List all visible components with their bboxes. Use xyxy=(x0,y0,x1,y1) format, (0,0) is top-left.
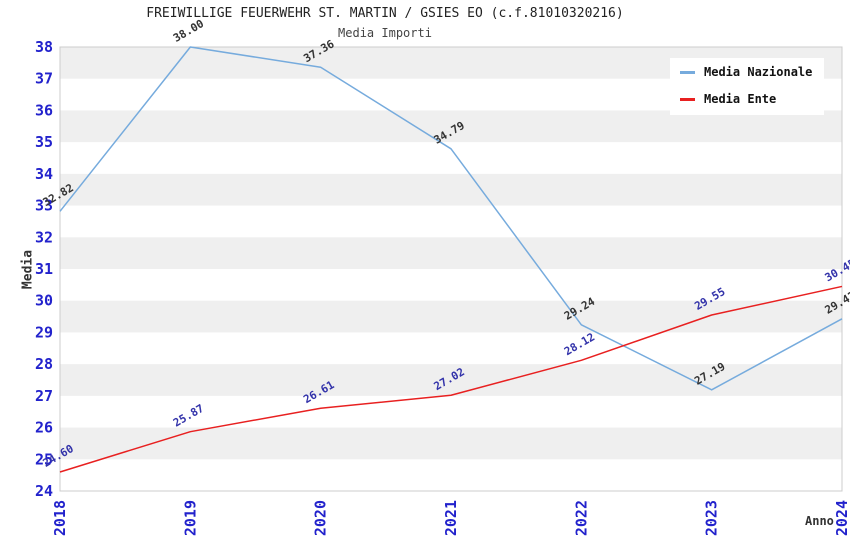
data-label-media-ente: 24.60 xyxy=(41,442,76,470)
y-tick-label: 30 xyxy=(35,292,53,310)
media-ente-line-sample xyxy=(680,97,695,101)
y-tick-label: 25 xyxy=(35,450,53,468)
data-label-media-ente: 25.87 xyxy=(171,402,206,430)
grid-band xyxy=(60,173,842,206)
y-tick-label: 27 xyxy=(35,387,53,405)
plot-border xyxy=(59,46,843,492)
y-tick-label: 37 xyxy=(35,70,53,88)
x-tick-label: 2021 xyxy=(442,500,460,536)
series-line-media-ente xyxy=(59,285,843,473)
grid-band xyxy=(60,427,842,460)
y-tick-label: 33 xyxy=(35,197,53,215)
legend-item-media-ente: Media Ente xyxy=(680,92,812,106)
grid-band xyxy=(60,110,842,143)
chart-title: FREIWILLIGE FEUERWEHR ST. MARTIN / GSIES… xyxy=(146,6,624,21)
y-tick-label: 34 xyxy=(35,165,53,183)
y-tick-label: 31 xyxy=(35,260,53,278)
y-tick-label: 29 xyxy=(35,323,53,341)
legend-label-media-ente: Media Ente xyxy=(704,92,777,106)
x-tick-label: 2018 xyxy=(51,500,69,536)
data-label-media-nazionale: 29.43 xyxy=(823,289,850,317)
grid-band xyxy=(60,237,842,269)
x-tick-label: 2020 xyxy=(312,500,330,536)
legend-label-media-nazionale: Media Nazionale xyxy=(704,65,813,79)
grid-band xyxy=(60,300,842,333)
x-tick-label: 2023 xyxy=(703,500,721,536)
y-tick-label: 36 xyxy=(35,101,53,119)
data-label-media-ente: 28.12 xyxy=(562,330,597,358)
y-tick-label: 35 xyxy=(35,133,53,151)
y-tick-label: 38 xyxy=(35,38,53,56)
x-tick-label: 2024 xyxy=(833,500,850,536)
y-tick-label: 28 xyxy=(35,355,53,373)
legend: Media Nazionale Media Ente xyxy=(670,58,825,115)
y-axis-title: Media xyxy=(20,249,36,290)
series-line-media-nazionale xyxy=(59,46,843,391)
legend-item-media-nazionale: Media Nazionale xyxy=(680,65,812,79)
x-axis-title: Anno xyxy=(805,514,834,528)
media-nazionale-line-sample xyxy=(680,70,695,74)
y-tick-label: 32 xyxy=(35,228,53,246)
x-tick-label: 2019 xyxy=(181,500,199,536)
y-tick-label: 26 xyxy=(35,419,53,437)
y-tick-label: 24 xyxy=(35,482,53,500)
chart-subtitle: Media Importi xyxy=(338,26,432,40)
x-tick-label: 2022 xyxy=(572,500,590,536)
